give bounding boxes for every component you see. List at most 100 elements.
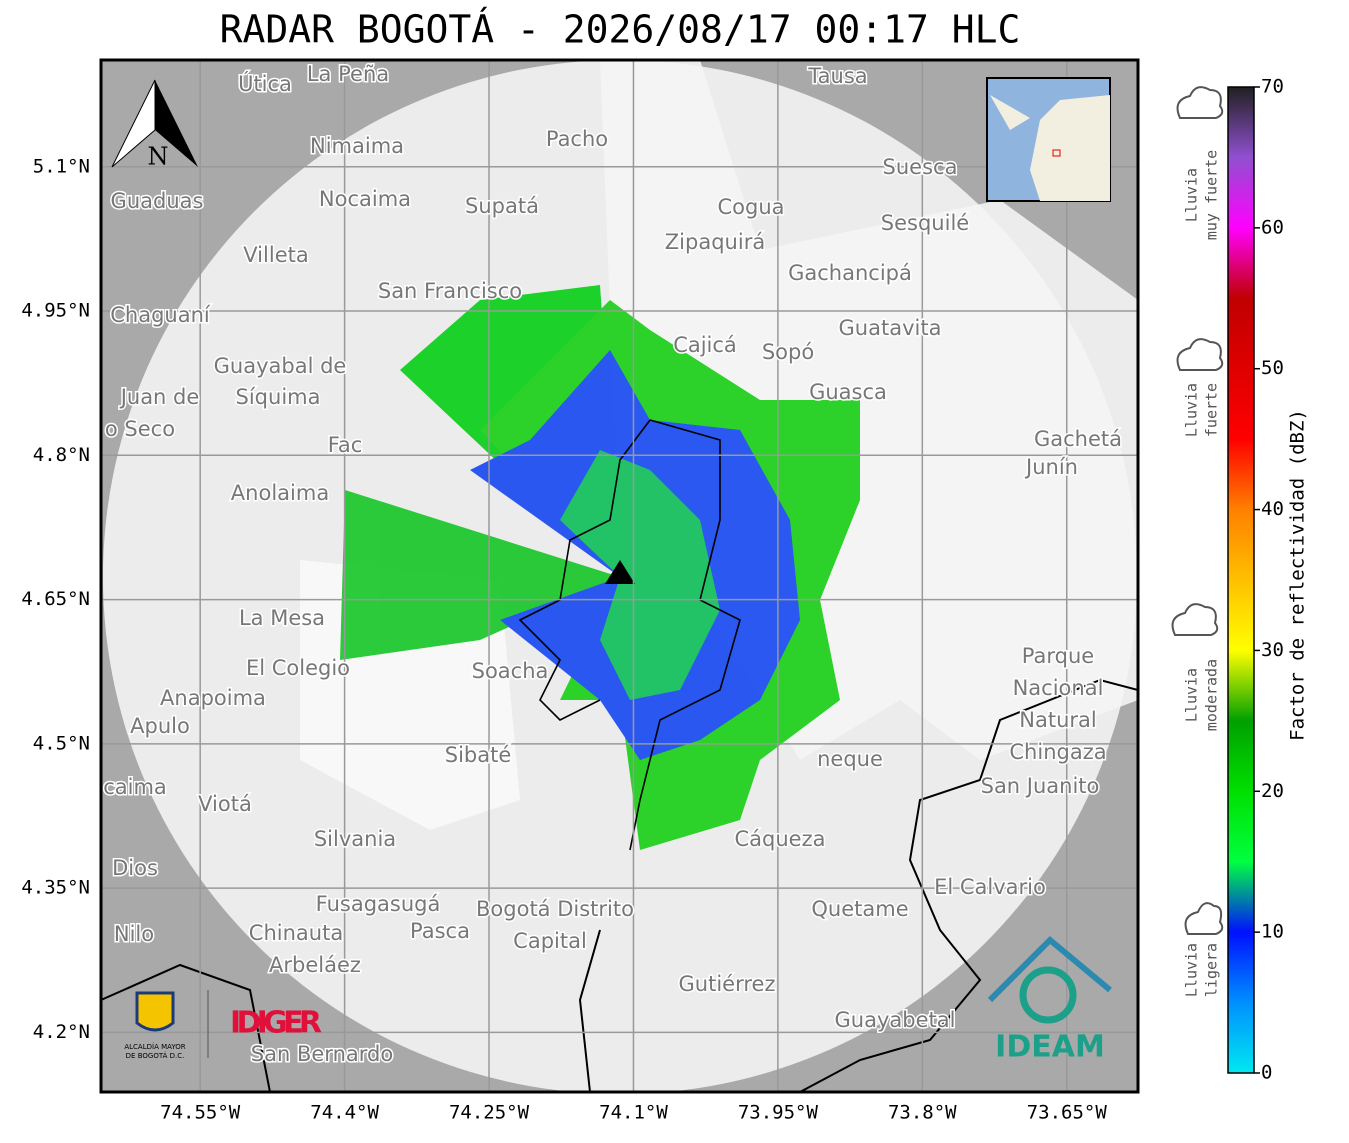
place-label: Dios	[112, 856, 158, 880]
place-label: Síquima	[236, 385, 321, 409]
place-label: Supatá	[465, 194, 539, 218]
place-label: Tausa	[807, 64, 867, 88]
place-label: La Mesa	[239, 606, 325, 630]
colorbar-tick-label: 50	[1261, 357, 1284, 379]
place-label: Pacho	[546, 127, 608, 151]
place-label: San Francisco	[378, 279, 522, 303]
x-tick-label: 74.4°W	[310, 1102, 379, 1124]
place-label: Viotá	[198, 792, 252, 816]
y-tick-label: 4.35°N	[21, 877, 90, 899]
place-label: Nocaima	[319, 187, 411, 211]
place-label: Chinauta	[249, 921, 343, 945]
north-arrow	[111, 79, 198, 168]
north-label: N	[148, 143, 169, 171]
place-label: La Peña	[307, 62, 389, 86]
map-area: N La Peña Útica Tausa Pacho Nimaima Suesca Guad…	[101, 60, 1138, 1092]
place-label: El Calvario	[934, 875, 1046, 899]
colorbar-tick-label: 0	[1261, 1062, 1272, 1084]
place-label: Juan de	[119, 385, 200, 409]
x-tick-label: 73.65°W	[1027, 1102, 1108, 1124]
y-tick-label: 5.1°N	[33, 155, 90, 177]
place-label: caima	[103, 775, 167, 799]
colorbar-tick-label: 10	[1261, 921, 1284, 943]
colorbar-tick-label: 40	[1261, 498, 1284, 520]
place-label: Útica	[238, 71, 292, 96]
colorbar-tick-label: 20	[1261, 780, 1284, 802]
rain-category: fuerte	[1203, 383, 1221, 437]
idiger-logo: IDIGER	[230, 1006, 322, 1041]
x-tick-label: 74.55°W	[160, 1102, 241, 1124]
place-label: Chaguaní	[110, 303, 211, 327]
place-label: Gachancipá	[788, 261, 912, 285]
place-label: El Colegio	[246, 656, 350, 680]
x-tick-label: 74.25°W	[449, 1102, 530, 1124]
rain-category: muy fuerte	[1203, 150, 1221, 240]
place-label: Nilo	[114, 922, 154, 946]
x-tick-label: 73.95°W	[738, 1102, 819, 1124]
place-label: San Bernardo	[251, 1042, 393, 1066]
y-tick-label: 4.65°N	[21, 588, 90, 610]
place-label: Guasca	[809, 380, 887, 404]
place-label: Cáqueza	[735, 827, 826, 851]
place-label: Apulo	[130, 714, 190, 738]
place-label: Fac	[328, 433, 363, 457]
place-label: Villeta	[243, 243, 308, 267]
rain-icons	[1171, 86, 1224, 935]
y-tick-label: 4.2°N	[33, 1021, 90, 1043]
place-label: Guatavita	[839, 316, 942, 340]
place-label: Arbeláez	[269, 953, 361, 977]
place-label: Capital	[513, 929, 587, 953]
place-label: Quetame	[811, 897, 908, 921]
place-label: Sopó	[762, 340, 814, 364]
place-label: San Juanito	[981, 774, 1100, 798]
place-label: Parque	[1022, 644, 1094, 668]
place-label: neque	[817, 747, 883, 771]
rain-category: Lluvia	[1183, 383, 1201, 437]
place-label: Sesquilé	[881, 211, 969, 235]
alcaldia-logo	[135, 990, 209, 1058]
y-tick-label: 4.5°N	[33, 732, 90, 754]
colorbar-tick-label: 70	[1261, 76, 1284, 98]
place-label: Natural	[1019, 708, 1096, 732]
colorbar-tick-label: 30	[1261, 639, 1284, 661]
rain-category: Lluvia	[1183, 168, 1201, 222]
place-label: Junín	[1024, 455, 1078, 479]
place-label: Zipaquirá	[665, 230, 765, 254]
place-label: Fusagasugá	[316, 892, 441, 916]
place-label: Anapoima	[160, 686, 266, 710]
place-label: Soacha	[472, 659, 549, 683]
alcaldia-text: DE BOGOTÁ D.C.	[126, 1051, 185, 1060]
place-label: o Seco	[105, 417, 175, 441]
rain-category: ligera	[1203, 943, 1221, 997]
place-label: Anolaima	[231, 481, 329, 505]
place-label: Bogotá Distrito	[476, 897, 634, 921]
place-label: Nimaima	[310, 134, 404, 158]
rain-category: Lluvia	[1183, 668, 1201, 722]
rain-category: Lluvia	[1183, 943, 1201, 997]
place-label: Gachetá	[1034, 427, 1122, 451]
place-label: Suesca	[883, 155, 958, 179]
place-label: Silvania	[314, 827, 396, 851]
y-tick-label: 4.8°N	[33, 444, 90, 466]
place-label: Cogua	[717, 195, 784, 219]
place-label: Gutiérrez	[679, 972, 776, 996]
colorbar-label: Factor de reflectividad (dBZ)	[1287, 409, 1309, 741]
alcaldia-text: ALCALDÍA MAYOR	[124, 1042, 185, 1051]
place-label: Sibaté	[445, 743, 512, 767]
rain-category: moderada	[1203, 659, 1221, 731]
place-label: Guayabal de	[214, 354, 347, 378]
place-label: Cajicá	[673, 333, 737, 357]
x-tick-label: 74.1°W	[599, 1102, 668, 1124]
colorbar	[1227, 86, 1255, 1074]
x-tick-label: 73.8°W	[888, 1102, 957, 1124]
place-label: Chingaza	[1009, 740, 1106, 764]
place-label: Nacional	[1013, 676, 1104, 700]
colorbar-tick-label: 60	[1261, 216, 1284, 238]
place-label: Pasca	[410, 919, 470, 943]
title: RADAR BOGOTÁ - 2026/08/17 00:17 HLC	[220, 8, 1021, 52]
place-label: Guayabetal	[835, 1008, 956, 1032]
ideam-logo: IDEAM	[995, 1030, 1105, 1065]
place-label: Guaduas	[111, 189, 204, 213]
